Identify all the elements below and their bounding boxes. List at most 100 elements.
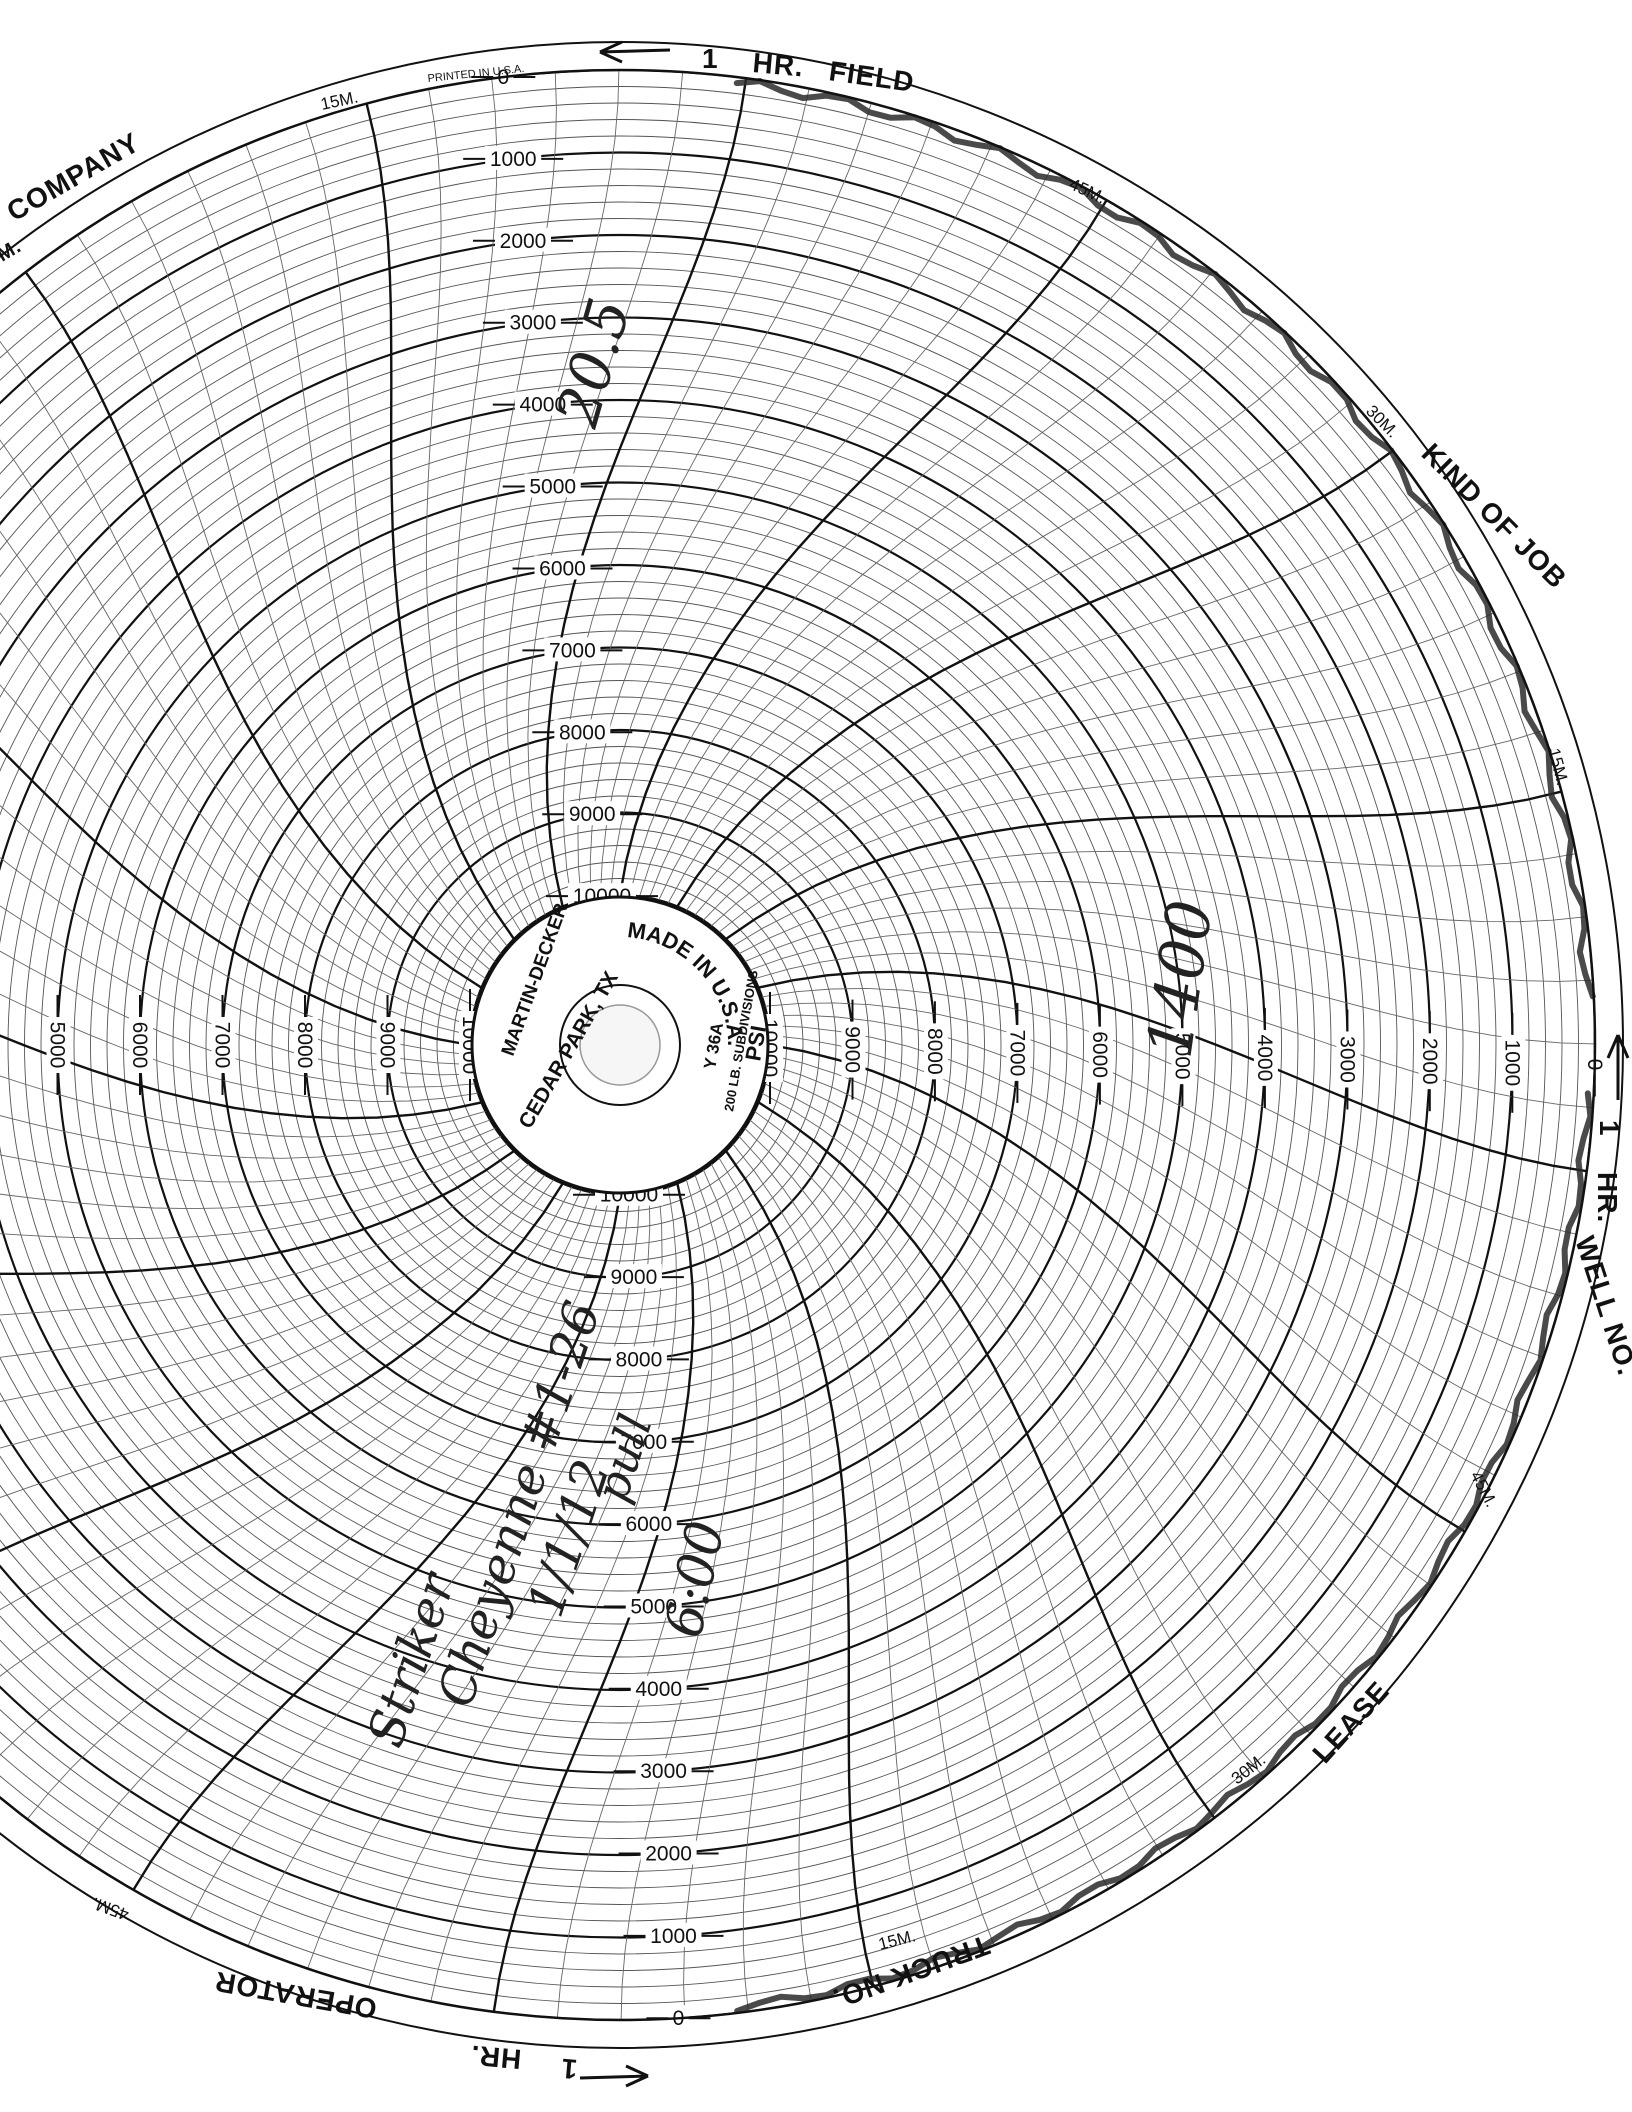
time-arc	[0, 451, 472, 1026]
time-arc	[545, 78, 748, 907]
time-arc	[749, 931, 1595, 1045]
pressure-ring	[0, 284, 1381, 1806]
time-arc	[710, 670, 1521, 927]
time-arc	[629, 233, 1162, 896]
pressure-label-top: 2000	[473, 227, 573, 253]
pressure-label-right: 4000	[1253, 1007, 1278, 1108]
pressure-label-top: 7000	[522, 637, 623, 662]
pressure-label-right: 3000	[1335, 1009, 1361, 1110]
time-arc	[0, 1143, 508, 1240]
pressure-value: 9000	[376, 1022, 399, 1069]
pressure-ring	[0, 267, 1398, 1823]
pressure-value: 1000	[490, 148, 537, 171]
pressure-value: 7000	[549, 639, 596, 662]
pressure-ring	[370, 795, 870, 1295]
time-arc	[0, 1150, 515, 1300]
pressure-ring	[255, 680, 985, 1410]
field-label: FIELD	[827, 55, 916, 98]
time-arc	[0, 1163, 530, 1420]
time-arc	[754, 1110, 1163, 1856]
pressure-label-top: 4000	[492, 391, 593, 417]
pressure-label-bottom: 1000	[623, 1922, 724, 1948]
pressure-value: 9000	[569, 803, 616, 826]
time-arc	[764, 1083, 1311, 1735]
hour-mark-top: 1	[702, 43, 719, 74]
pressure-ring	[40, 465, 1200, 1625]
time-arc	[189, 1194, 631, 1921]
time-arc	[599, 143, 993, 897]
pressure-label-top: 9000	[542, 801, 643, 826]
chart-hub: MADE IN U.S.A. MARTIN-DECKER CEDAR PARK,…	[470, 895, 771, 1195]
time-arc	[425, 88, 522, 933]
pressure-value: 2000	[645, 1843, 692, 1866]
time-arc	[768, 1064, 1395, 1639]
time-arc	[725, 790, 1562, 940]
pressure-ring	[0, 168, 1497, 1922]
time-arc	[430, 1186, 678, 2002]
pressure-label-top: 6000	[512, 555, 613, 581]
pressure-label-right: 7000	[1005, 1002, 1031, 1103]
pressure-value: 2000	[500, 230, 547, 253]
pressure-value: 4000	[1253, 1035, 1276, 1082]
pressure-label-bottom: 3000	[613, 1758, 714, 1783]
hr-label-bottom: HR.	[469, 2040, 523, 2075]
time-arc	[0, 355, 476, 1007]
pressure-ring	[0, 119, 1546, 1971]
chart-edge	[0, 69, 1596, 2021]
time-arc	[0, 1169, 538, 1478]
time-arc	[732, 850, 1577, 947]
hub-unit: PSI	[740, 1024, 771, 1063]
time-arc	[764, 1002, 1563, 1297]
pressure-ring	[436, 861, 804, 1229]
pressure-ring	[0, 366, 1299, 1724]
pressure-ring	[420, 845, 820, 1245]
handwritten-pull: pull	[584, 1408, 663, 1509]
time-arc	[0, 1179, 555, 1588]
pressure-label-right: 9000	[841, 999, 866, 1100]
time-arc	[78, 1194, 611, 1857]
time-arc	[0, 614, 471, 1056]
time-arc	[305, 121, 508, 947]
time-arc	[766, 1073, 1355, 1688]
pressure-ring	[0, 416, 1249, 1674]
pressure-ring	[172, 597, 1068, 1493]
pressure-value: 1000	[650, 1925, 697, 1948]
time-arc	[685, 502, 1431, 911]
time-arc	[769, 1034, 1496, 1476]
pen-trace-upper	[733, 78, 1596, 1000]
pressure-ring	[7, 432, 1233, 1658]
pressure-value: 3000	[1335, 1036, 1358, 1083]
arrow-right-icon	[579, 2064, 649, 2088]
time-arc	[0, 557, 471, 1047]
time-arc	[744, 1127, 1053, 1920]
time-arc	[0, 981, 486, 1138]
pressure-label-bottom: 6000	[598, 1511, 699, 1536]
pressure-value: 8000	[293, 1022, 316, 1069]
time-arc	[0, 312, 479, 998]
pressure-value: 4000	[519, 394, 566, 417]
pressure-value: 5000	[46, 1022, 69, 1069]
pressure-ring	[0, 185, 1480, 1905]
time-arc	[702, 612, 1495, 921]
time-arc	[676, 449, 1394, 908]
time-arc	[187, 170, 496, 963]
arrow-up-icon	[1606, 1034, 1630, 1100]
time-arc	[694, 556, 1465, 916]
time-arc	[455, 78, 530, 927]
pressure-label-right: 6000	[1088, 1004, 1113, 1105]
pressure-label-bottom: 4000	[608, 1675, 709, 1701]
pressure-label-top: 1000	[463, 145, 564, 171]
time-arc	[562, 88, 810, 904]
time-arc	[0, 503, 471, 1036]
time-arc	[754, 952, 1594, 1109]
time-arc	[0, 402, 474, 1017]
pressure-ring	[205, 630, 1035, 1460]
time-arc	[767, 1014, 1544, 1358]
time-arc	[769, 1054, 1432, 1587]
pressure-label-right: 5000	[1170, 1006, 1196, 1107]
time-arc	[769, 1043, 1466, 1533]
time-arc	[738, 1135, 995, 1946]
time-arc	[732, 1143, 935, 1969]
pressure-label-bottom: 5000	[603, 1593, 704, 1619]
pressure-value: 8000	[923, 1028, 946, 1075]
